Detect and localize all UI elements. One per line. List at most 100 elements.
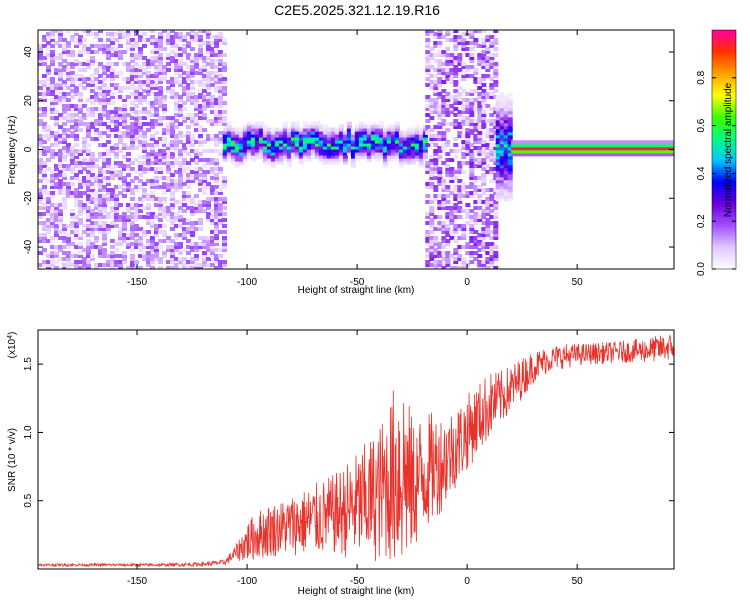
- heatmap-cell: [410, 136, 416, 141]
- heatmap-cell: [493, 254, 499, 258]
- heatmap-cell: [142, 95, 147, 99]
- heatmap-cell: [457, 206, 463, 210]
- heatmap-cell: [142, 116, 147, 120]
- heatmap-cell: [142, 167, 147, 171]
- heatmap-cell: [86, 50, 91, 54]
- heatmap-cell: [118, 134, 123, 138]
- heatmap-cell: [286, 145, 292, 150]
- heatmap-cell: [42, 95, 47, 99]
- heatmap-cell: [461, 209, 467, 213]
- heatmap-cell: [78, 128, 83, 132]
- heatmap-cell: [134, 41, 139, 45]
- heatmap-cell: [62, 164, 67, 168]
- heatmap-cell: [78, 260, 83, 264]
- heatmap-cell: [493, 30, 499, 33]
- x-tick-label: 0: [464, 576, 470, 587]
- heatmap-cell: [469, 185, 475, 189]
- heatmap-cell: [74, 254, 79, 258]
- heatmap-cell: [210, 170, 215, 174]
- heatmap-cell: [106, 161, 111, 165]
- heatmap-cell: [38, 194, 43, 198]
- heatmap-cell: [150, 197, 155, 201]
- heatmap-cell: [54, 86, 59, 90]
- heatmap-cell: [142, 254, 147, 258]
- heatmap-cell: [102, 65, 107, 69]
- heatmap-cell: [226, 130, 232, 135]
- heatmap-cell: [503, 143, 509, 148]
- heatmap-cell: [122, 182, 127, 186]
- heatmap-cell: [58, 152, 63, 156]
- heatmap-cell: [441, 35, 447, 39]
- heatmap-cell: [437, 155, 443, 159]
- heatmap-cell: [378, 145, 384, 150]
- heatmap-cell: [587, 146, 593, 151]
- heatmap-cell: [166, 116, 171, 120]
- heatmap-cell: [445, 98, 451, 102]
- heatmap-cell: [306, 142, 312, 147]
- heatmap-cell: [66, 98, 71, 102]
- heatmap-cell: [202, 98, 207, 102]
- heatmap-cell: [473, 38, 479, 42]
- heatmap-cell: [78, 206, 83, 210]
- heatmap-cell: [437, 41, 443, 45]
- heatmap-cell: [441, 107, 447, 111]
- heatmap-cell: [110, 254, 115, 258]
- heatmap-cell: [485, 92, 491, 96]
- heatmap-cell: [234, 154, 240, 159]
- heatmap-cell: [198, 44, 203, 48]
- heatmap-cell: [86, 134, 91, 138]
- heatmap-cell: [599, 152, 605, 157]
- heatmap-cell: [158, 119, 163, 123]
- heatmap-cell: [643, 149, 649, 154]
- heatmap-cell: [437, 173, 443, 177]
- heatmap-cell: [74, 173, 79, 177]
- heatmap-cell: [90, 113, 95, 117]
- heatmap-cell: [414, 133, 420, 138]
- heatmap-cell: [477, 266, 483, 269]
- heatmap-cell: [98, 101, 103, 105]
- heatmap-cell: [425, 77, 431, 81]
- heatmap-cell: [114, 212, 119, 216]
- heatmap-cell: [461, 41, 467, 45]
- heatmap-cell: [499, 161, 505, 166]
- heatmap-cell: [270, 133, 276, 138]
- heatmap-cell: [58, 212, 63, 216]
- heatmap-cell: [202, 89, 207, 93]
- heatmap-cell: [58, 98, 63, 102]
- heatmap-cell: [499, 95, 505, 100]
- heatmap-cell: [238, 148, 244, 153]
- heatmap-cell: [126, 242, 131, 246]
- heatmap-cell: [194, 140, 199, 144]
- heatmap-cell: [433, 74, 439, 78]
- heatmap-cell: [499, 179, 505, 184]
- heatmap-cell: [162, 212, 167, 216]
- heatmap-cell: [453, 239, 459, 243]
- heatmap-cell: [118, 230, 123, 234]
- heatmap-cell: [98, 47, 103, 51]
- heatmap-cell: [214, 227, 219, 231]
- heatmap-cell: [114, 200, 119, 204]
- heatmap-cell: [495, 185, 501, 190]
- heatmap-cell: [214, 59, 219, 63]
- heatmap-cell: [102, 122, 107, 126]
- heatmap-cell: [495, 104, 501, 109]
- heatmap-cell: [46, 89, 51, 93]
- heatmap-cell: [78, 83, 83, 87]
- heatmap-cell: [206, 248, 211, 252]
- heatmap-cell: [469, 239, 475, 243]
- heatmap-cell: [62, 236, 67, 240]
- heatmap-cell: [158, 209, 163, 213]
- heatmap-cell: [425, 233, 431, 237]
- heatmap-cell: [190, 212, 195, 216]
- heatmap-cell: [563, 146, 569, 151]
- heatmap-cell: [174, 95, 179, 99]
- heatmap-cell: [66, 44, 71, 48]
- heatmap-cell: [465, 209, 471, 213]
- colorbar-tick-label: 0.4: [696, 166, 707, 180]
- heatmap-cell: [206, 86, 211, 90]
- heatmap-cell: [122, 221, 127, 225]
- heatmap-cell: [206, 35, 211, 39]
- heatmap-cell: [102, 131, 107, 135]
- heatmap-cell: [270, 130, 276, 135]
- heatmap-cell: [671, 143, 674, 148]
